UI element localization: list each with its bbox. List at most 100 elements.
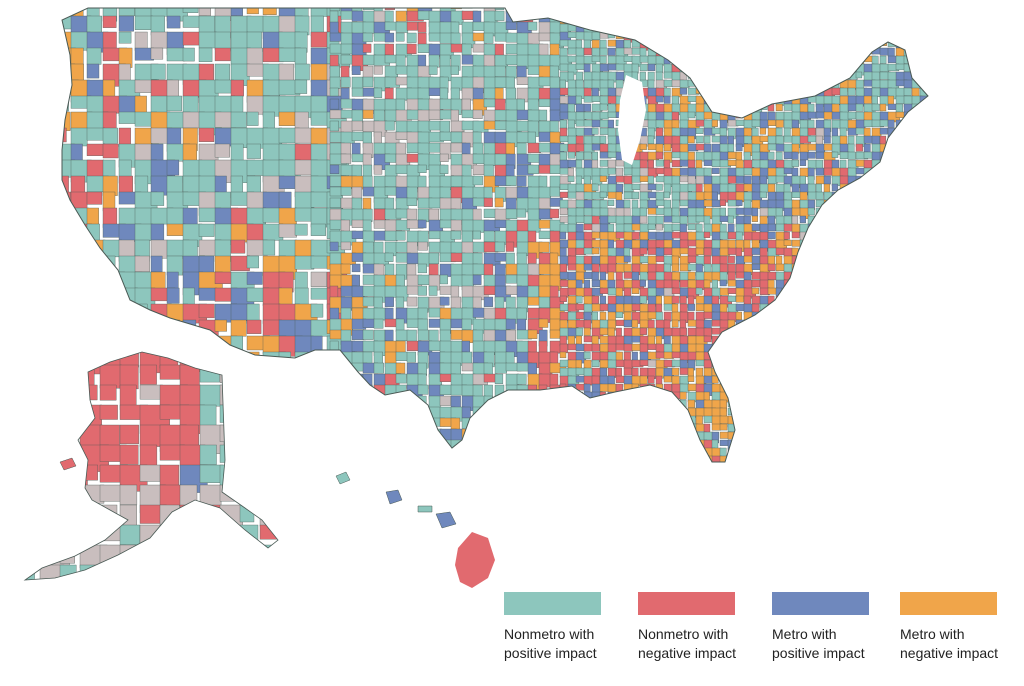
county-cell: [607, 415, 616, 423]
county-cell: [373, 318, 384, 329]
county-cell: [294, 111, 309, 129]
county-cell: [538, 109, 548, 121]
county-cell: [623, 311, 632, 322]
county-cell: [134, 31, 148, 51]
county-cell: [150, 47, 164, 60]
county-cell: [759, 359, 772, 373]
county-cell: [607, 167, 616, 175]
county-cell: [326, 383, 339, 401]
county-cell: [527, 406, 536, 419]
county-cell: [198, 8, 211, 16]
county-cell: [246, 175, 261, 195]
county-cell: [887, 191, 901, 203]
county-cell: [895, 407, 906, 420]
county-cell: [472, 230, 481, 240]
county-cell: [428, 340, 442, 351]
county-cell: [166, 335, 182, 360]
county-cell: [373, 362, 384, 374]
county-cell: [839, 239, 851, 253]
county-cell: [879, 215, 887, 226]
county-cell: [895, 159, 906, 167]
county-cell: [831, 311, 844, 325]
county-cell: [751, 303, 760, 313]
county-cell: [823, 295, 833, 306]
county-cell: [417, 164, 427, 173]
county-cell: [911, 439, 924, 449]
hawaii: [335, 471, 495, 588]
county-cell: [807, 159, 817, 170]
county-cell: [887, 327, 897, 338]
county-cell: [647, 423, 660, 432]
county-cell: [159, 564, 175, 580]
county-cell: [62, 351, 73, 368]
county-cell: [743, 359, 755, 370]
county-cell: [783, 47, 796, 56]
county-cell: [516, 439, 528, 448]
county-cell: [831, 191, 844, 201]
county-cell: [743, 15, 756, 28]
county-cell: [567, 223, 577, 233]
county-cell: [166, 287, 180, 304]
county-cell: [439, 296, 450, 306]
county-cell: [895, 327, 909, 336]
county-cell: [823, 439, 836, 448]
county-cell: [775, 79, 788, 91]
county-cell: [767, 191, 777, 201]
county-cell: [919, 191, 928, 200]
county-cell: [767, 15, 778, 24]
county-cell: [807, 455, 821, 462]
county-cell: [759, 215, 768, 225]
county-cell: [839, 135, 848, 145]
county-cell: [839, 263, 848, 275]
county-cell: [549, 395, 563, 405]
county-cell: [831, 407, 841, 417]
county-cell: [259, 524, 278, 540]
county-cell: [362, 76, 374, 88]
county-cell: [759, 343, 768, 353]
county-cell: [719, 335, 726, 346]
county-cell: [655, 15, 663, 27]
county-cell: [751, 343, 759, 356]
county-cell: [823, 367, 833, 374]
county-cell: [655, 71, 663, 81]
county-cell: [608, 464, 614, 471]
county-cell: [807, 359, 821, 367]
county-cell: [373, 450, 383, 461]
county-cell: [655, 39, 665, 52]
county-cell: [927, 359, 928, 369]
county-cell: [607, 15, 618, 28]
county-cell: [575, 415, 584, 423]
county-cell: [615, 343, 626, 351]
county-cell: [855, 247, 863, 258]
county-cell: [538, 417, 556, 427]
county-cell: [936, 376, 944, 387]
county-cell: [767, 63, 776, 75]
county-cell: [647, 223, 656, 230]
county-cell: [663, 207, 672, 217]
county-cell: [607, 239, 615, 250]
county-cell: [727, 47, 740, 58]
county-cell: [815, 279, 823, 288]
county-cell: [895, 455, 904, 462]
county-cell: [583, 39, 591, 50]
county-cell: [647, 255, 657, 266]
county-cell: [847, 367, 855, 377]
county-cell: [703, 231, 711, 238]
county-cell: [815, 183, 822, 193]
county-cell: [591, 423, 600, 435]
county-cell: [591, 343, 600, 352]
county-cell: [855, 399, 868, 413]
county-cell: [450, 296, 462, 309]
county-cell: [239, 384, 255, 410]
county-cell: [775, 423, 785, 432]
county-cell: [735, 63, 744, 71]
county-cell: [831, 295, 840, 304]
county-cell: [527, 329, 538, 339]
county-cell: [911, 207, 923, 220]
county-cell: [911, 239, 924, 246]
county-cell: [639, 151, 650, 162]
county-cell: [362, 461, 376, 462]
county-cell: [759, 447, 772, 455]
county-cell: [439, 274, 448, 285]
county-cell: [647, 391, 657, 401]
